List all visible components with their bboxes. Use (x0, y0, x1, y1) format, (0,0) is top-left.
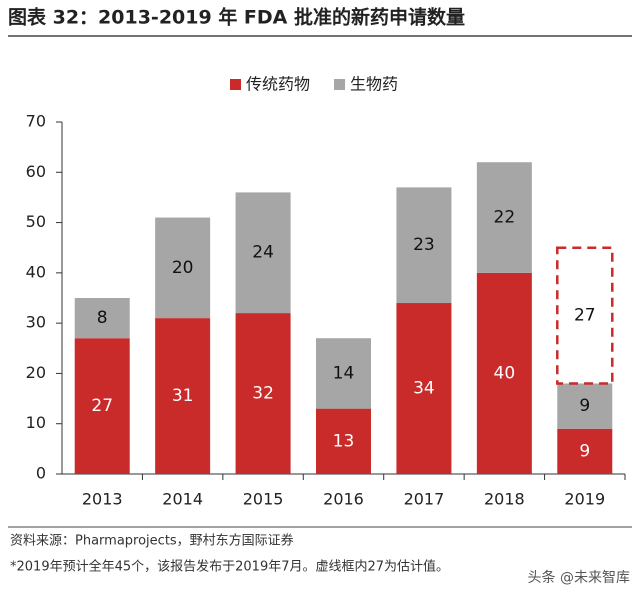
y-tick-label: 70 (26, 112, 46, 131)
data-label: 24 (252, 243, 274, 263)
x-tick-label: 2014 (162, 490, 203, 509)
bar-segment (396, 303, 452, 474)
x-tick-label: 2016 (323, 490, 364, 509)
note: *2019年预计全年45个，该报告发布于2019年7月。虚线框内27为估计值。 (10, 559, 449, 575)
x-tick-label: 2015 (243, 490, 284, 509)
source: 资料来源：Pharmaprojects，野村东方国际证券 (10, 533, 294, 549)
watermark: 头条 @未来智库 (528, 569, 630, 586)
data-label: 34 (413, 379, 435, 399)
legend-label: 生物药 (350, 75, 398, 94)
data-label: 14 (333, 363, 355, 383)
y-tick-label: 60 (26, 162, 46, 181)
bar-segment (557, 383, 613, 429)
y-tick-label: 20 (26, 363, 46, 382)
legend-label: 传统药物 (246, 75, 310, 94)
data-label: 40 (494, 363, 516, 383)
y-tick-label: 40 (26, 262, 46, 281)
data-label: 32 (252, 384, 274, 404)
bar-segment (396, 187, 452, 304)
data-label: 27 (91, 396, 113, 416)
bar-segment (476, 272, 532, 474)
bar-segment (557, 428, 613, 474)
data-label: 9 (579, 441, 590, 461)
y-tick-label: 30 (26, 313, 46, 332)
x-tick-label: 2019 (564, 490, 605, 509)
y-tick-label: 50 (26, 212, 46, 231)
data-label: 23 (413, 235, 435, 255)
bar-segment (476, 162, 532, 273)
legend-swatch (334, 79, 346, 90)
data-label: 13 (333, 431, 355, 451)
data-label: 8 (97, 308, 108, 328)
y-tick-label: 0 (36, 464, 46, 483)
bar-segment (155, 318, 211, 474)
y-tick-label: 10 (26, 413, 46, 432)
x-tick-label: 2013 (82, 490, 123, 509)
bar-segment (74, 338, 130, 474)
bar-segment (155, 217, 211, 319)
bar-segment (316, 408, 371, 474)
data-label: 9 (579, 396, 590, 416)
data-label: 22 (494, 208, 516, 228)
bar-segment (235, 313, 291, 474)
x-tick-label: 2018 (484, 490, 525, 509)
legend-swatch (230, 79, 241, 90)
data-label: 20 (172, 258, 194, 278)
estimate-box (556, 246, 614, 385)
bar-segment (235, 192, 291, 314)
x-tick-label: 2017 (404, 490, 445, 509)
data-label: 31 (172, 386, 194, 406)
bar-segment (74, 298, 130, 339)
data-label: 27 (574, 306, 596, 326)
chart-title: 图表 32：2013-2019 年 FDA 批准的新药申请数量 (8, 6, 465, 29)
bar-segment (316, 338, 371, 409)
